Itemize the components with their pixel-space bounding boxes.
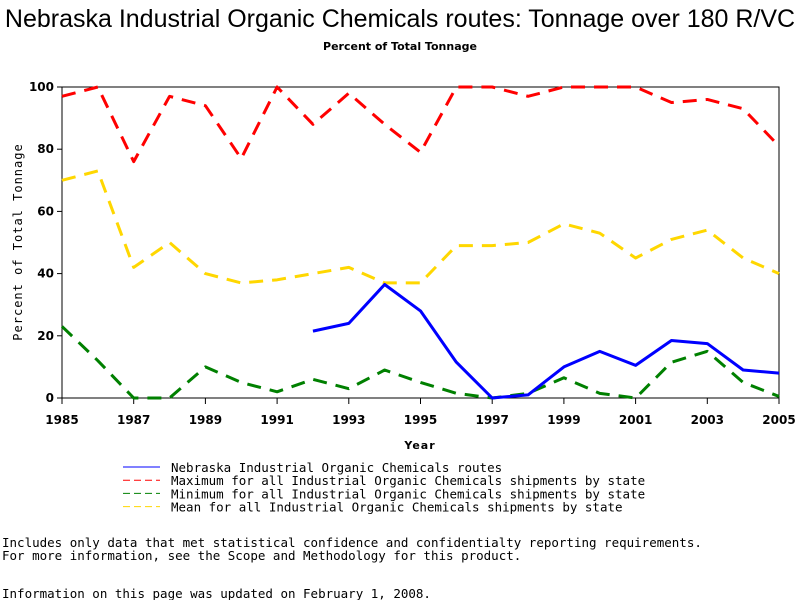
chart-title: Nebraska Industrial Organic Chemicals ro…	[5, 5, 795, 33]
series-line	[312, 282, 780, 400]
x-tick-label: 1985	[45, 413, 78, 427]
x-tick-label: 2001	[619, 413, 652, 427]
series-2	[60, 325, 780, 400]
legend-label: Minimum for all Industrial Organic Chemi…	[171, 486, 645, 501]
x-axis-label: Year	[403, 439, 435, 452]
footnote-line-1: Includes only data that met statistical …	[2, 535, 702, 550]
y-tick-label: 80	[37, 142, 54, 156]
y-tick-label: 60	[37, 204, 54, 218]
x-tick-label: 1993	[332, 413, 365, 427]
series-1	[61, 169, 780, 285]
y-axis-label: Percent of Total Tonnage	[11, 143, 25, 340]
legend: Nebraska Industrial Organic Chemicals ro…	[123, 460, 645, 515]
series-line	[61, 85, 781, 164]
x-tick-label: 2003	[691, 413, 724, 427]
x-tick-label: 1995	[404, 413, 437, 427]
x-tick-label: 1991	[260, 413, 293, 427]
y-tick-label: 40	[37, 267, 54, 281]
x-tick-label: 2005	[762, 413, 795, 427]
x-tick-label: 1987	[117, 413, 150, 427]
series-line	[61, 169, 780, 285]
legend-label: Maximum for all Industrial Organic Chemi…	[171, 473, 645, 488]
footnote-line-2: For more information, see the Scope and …	[2, 548, 521, 563]
legend-label: Mean for all Industrial Organic Chemical…	[171, 500, 623, 515]
x-tick-label: 1997	[475, 413, 508, 427]
legend-label: Nebraska Industrial Organic Chemicals ro…	[171, 460, 502, 475]
series-3	[312, 282, 780, 400]
chart-subtitle: Percent of Total Tonnage	[323, 40, 477, 53]
y-tick-label: 0	[46, 391, 54, 405]
y-tick-label: 20	[37, 329, 54, 343]
updated-note: Information on this page was updated on …	[2, 586, 431, 600]
x-tick-label: 1999	[547, 413, 580, 427]
series-0	[61, 85, 781, 164]
x-tick-label: 1989	[189, 413, 222, 427]
y-tick-label: 100	[29, 80, 54, 94]
